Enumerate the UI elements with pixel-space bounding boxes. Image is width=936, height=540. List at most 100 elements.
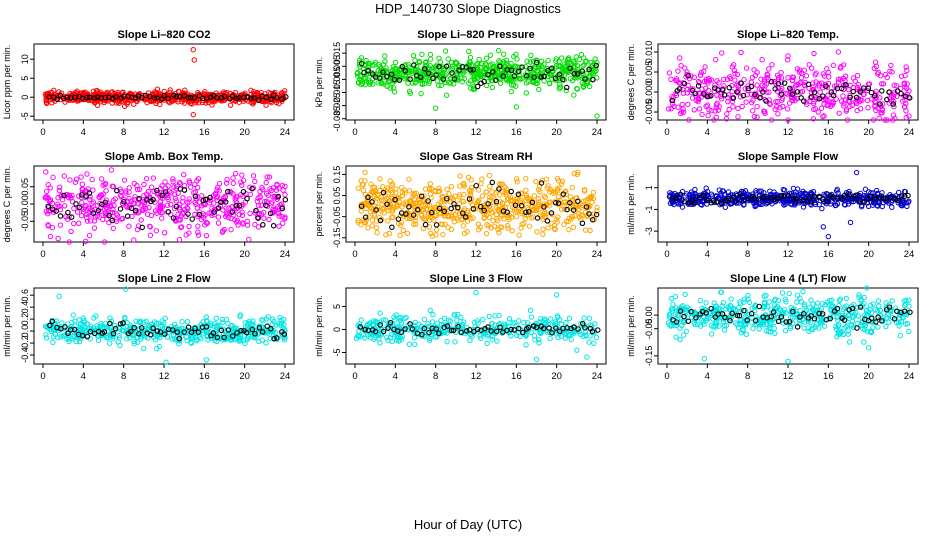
data-point: [516, 232, 522, 238]
hourly-point: [221, 93, 228, 100]
data-point: [540, 231, 546, 237]
x-tick-label: 4: [81, 371, 86, 382]
hourly-point: [567, 65, 573, 72]
data-point: [144, 176, 150, 182]
hourly-point: [430, 75, 436, 82]
hourly-point: [361, 69, 367, 76]
data-point: [566, 57, 572, 63]
outlier-point: [835, 49, 842, 55]
data-point: [884, 117, 890, 123]
data-point: [903, 100, 909, 107]
data-point: [815, 109, 821, 115]
data-point: [250, 173, 257, 179]
data-point: [72, 89, 79, 96]
data-point: [494, 338, 500, 344]
data-point: [429, 319, 436, 325]
data-point: [372, 72, 379, 78]
data-point: [489, 189, 495, 195]
series-points: [666, 169, 912, 240]
data-point: [195, 100, 202, 106]
data-point: [266, 216, 272, 223]
data-point: [195, 229, 201, 235]
hourly-point: [388, 71, 395, 77]
y-tick-label: -5: [332, 348, 342, 356]
data-point: [732, 70, 738, 77]
data-point: [448, 67, 454, 74]
data-point: [685, 101, 691, 107]
hourly-point: [425, 70, 432, 76]
hourly-point: [358, 60, 365, 67]
data-point: [587, 227, 593, 234]
data-point: [840, 93, 846, 99]
x-tick-label: 8: [433, 371, 438, 382]
data-point: [184, 319, 191, 325]
hourly-point: [282, 196, 289, 203]
data-point: [478, 180, 484, 187]
data-point: [203, 232, 210, 239]
data-point: [561, 61, 568, 67]
data-point: [735, 105, 741, 112]
hourly-point: [456, 67, 462, 73]
hourly-point: [411, 62, 417, 68]
data-point: [166, 95, 172, 101]
data-point: [836, 110, 842, 116]
data-point: [840, 62, 847, 68]
data-point: [535, 68, 541, 74]
data-point: [247, 191, 254, 198]
data-point: [187, 184, 194, 190]
hourly-point: [549, 65, 555, 72]
hourly-point: [527, 65, 533, 72]
data-point: [547, 335, 553, 342]
data-point: [412, 67, 419, 74]
data-point: [546, 70, 553, 77]
data-point: [826, 74, 832, 80]
data-point: [61, 203, 68, 209]
data-point: [406, 176, 412, 182]
data-point: [517, 76, 524, 82]
x-tick-label: 8: [745, 249, 750, 260]
data-point: [698, 69, 704, 76]
x-tick-label: 8: [433, 127, 438, 138]
data-point: [480, 316, 486, 323]
data-point: [790, 185, 797, 192]
hourly-point: [436, 63, 442, 70]
data-point: [739, 103, 745, 110]
data-point: [545, 225, 551, 231]
data-point: [759, 57, 765, 63]
data-point: [50, 339, 56, 346]
data-point: [889, 204, 895, 210]
data-point: [903, 64, 909, 70]
data-point: [89, 176, 95, 183]
data-point: [767, 101, 774, 108]
hourly-point: [571, 71, 578, 77]
data-point: [691, 107, 697, 113]
data-point: [475, 187, 482, 193]
data-point: [258, 202, 264, 208]
data-point: [76, 220, 82, 226]
outlier-point: [825, 233, 832, 240]
y-axis-label: Licor ppm per min.: [2, 45, 12, 120]
data-point: [719, 50, 725, 56]
hourly-point: [391, 76, 398, 83]
y-tick-label: 0.0: [20, 325, 30, 338]
hourly-point: [407, 76, 413, 82]
data-point: [729, 98, 736, 105]
data-point: [754, 69, 760, 76]
data-point: [703, 76, 710, 83]
data-point: [508, 88, 514, 95]
y-axis-label: ml/min per min.: [626, 173, 636, 235]
data-point: [797, 80, 803, 86]
data-point: [769, 62, 775, 68]
data-point: [109, 89, 115, 95]
data-point: [382, 58, 388, 65]
data-point: [131, 101, 137, 107]
data-point: [697, 72, 704, 78]
hourly-point: [579, 220, 586, 227]
data-point: [487, 52, 494, 58]
data-point: [811, 98, 817, 105]
x-tick-label: 16: [199, 371, 210, 382]
data-point: [705, 112, 711, 119]
data-point: [679, 204, 686, 210]
